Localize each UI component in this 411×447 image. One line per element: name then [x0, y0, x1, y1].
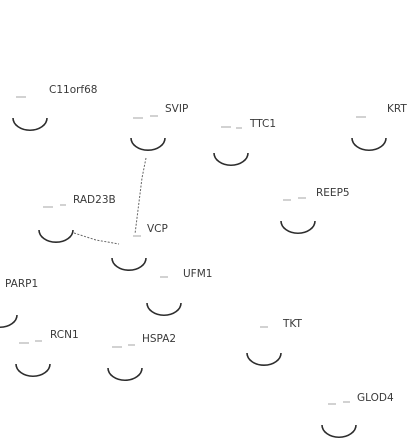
node-layer: C11orf68 SVIP TTC1 KRT REEP5 RAD23B VCP UFM1 PAR… [0, 84, 407, 437]
node-vcp[interactable]: VCP [112, 223, 168, 270]
node-marker [39, 230, 73, 242]
node-marker [112, 258, 146, 270]
node-marker [0, 315, 17, 327]
node-rcn1[interactable]: RCN1 [16, 329, 79, 376]
node-hspa2[interactable]: HSPA2 [108, 333, 176, 380]
node-marker [131, 138, 165, 150]
node-label: VCP [147, 223, 168, 235]
node-ttc1[interactable]: TTC1 [214, 118, 276, 165]
edge-svip-vcp [135, 158, 146, 234]
edge-rad23b-vcp [74, 233, 119, 244]
node-label: PARP1 [5, 278, 38, 290]
node-label: SVIP [165, 103, 188, 115]
node-svip[interactable]: SVIP [131, 103, 188, 150]
node-marker [214, 153, 248, 165]
node-rad23b[interactable]: RAD23B [39, 194, 116, 242]
node-c11orf68[interactable]: C11orf68 [13, 84, 98, 130]
node-marker [147, 303, 181, 315]
node-label: HSPA2 [142, 333, 176, 345]
node-marker [281, 221, 315, 233]
node-label: TTC1 [249, 118, 276, 130]
node-label: TKT [282, 318, 302, 330]
node-tkt[interactable]: TKT [247, 318, 302, 365]
node-ufm1[interactable]: UFM1 [147, 268, 212, 315]
node-marker [13, 118, 47, 130]
node-reep5[interactable]: REEP5 [281, 187, 350, 233]
node-marker [247, 353, 281, 365]
node-marker [16, 364, 50, 376]
node-label: RCN1 [50, 329, 79, 341]
node-label: KRT [387, 103, 407, 115]
node-glod4[interactable]: GLOD4 [322, 392, 394, 437]
node-label: REEP5 [316, 187, 350, 199]
node-label: UFM1 [183, 268, 212, 280]
node-marker [322, 425, 356, 437]
node-label: C11orf68 [49, 84, 98, 96]
node-marker [108, 368, 142, 380]
node-marker [352, 138, 386, 150]
node-krt[interactable]: KRT [352, 103, 407, 150]
node-label: GLOD4 [357, 392, 394, 404]
node-label: RAD23B [73, 194, 116, 206]
node-parp1[interactable]: PARP1 [0, 278, 38, 327]
